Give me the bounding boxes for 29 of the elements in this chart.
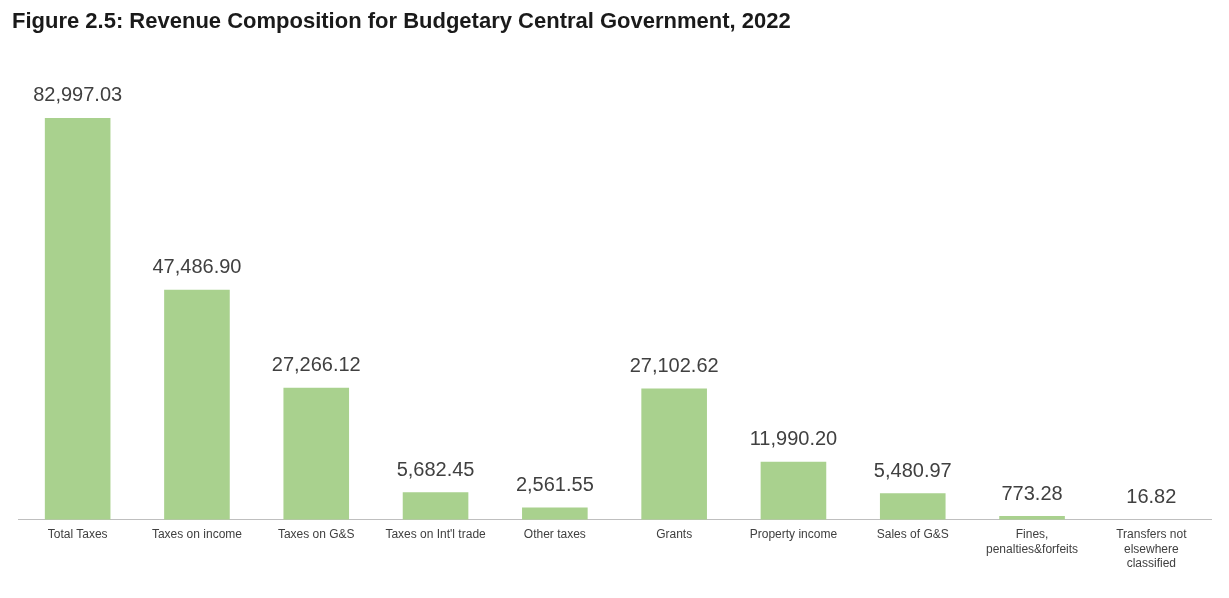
data-label: 16.82	[1126, 485, 1177, 508]
data-label: 27,102.62	[629, 354, 719, 377]
data-label: 2,561.55	[515, 472, 594, 495]
chart-title: Figure 2.5: Revenue Composition for Budgetary Central Government, 2022	[11, 8, 792, 34]
bar	[522, 507, 588, 520]
x-tick-label: Fines, penalties&forfeits	[986, 527, 1079, 556]
x-tick-label: Taxes on Int'l trade	[385, 527, 487, 542]
data-label: 27,266.12	[271, 353, 361, 376]
data-label: 11,990.20	[749, 427, 838, 450]
x-tick-label: Total Taxes	[47, 527, 108, 542]
bar	[44, 117, 111, 520]
bar	[641, 388, 707, 520]
bar	[283, 387, 350, 520]
bar	[402, 492, 469, 520]
bar	[879, 493, 946, 520]
data-label: 773.28	[1001, 481, 1063, 504]
x-tick-label: Other taxes	[523, 527, 586, 542]
data-label: 82,997.03	[33, 83, 123, 106]
bar	[760, 461, 827, 520]
x-tick-label: Grants	[656, 527, 693, 542]
bar	[164, 289, 230, 520]
data-label: 47,486.90	[152, 255, 242, 278]
data-label: 5,480.97	[873, 458, 952, 481]
x-tick-label: Taxes on G&S	[277, 527, 355, 542]
x-tick-label: Property income	[749, 527, 838, 542]
x-tick-label: Sales of G&S	[876, 527, 949, 542]
x-tick-label: Taxes on income	[151, 527, 243, 542]
x-tick-label: Transfers not elsewhere classified	[1116, 527, 1188, 571]
data-label: 5,682.45	[396, 457, 475, 480]
